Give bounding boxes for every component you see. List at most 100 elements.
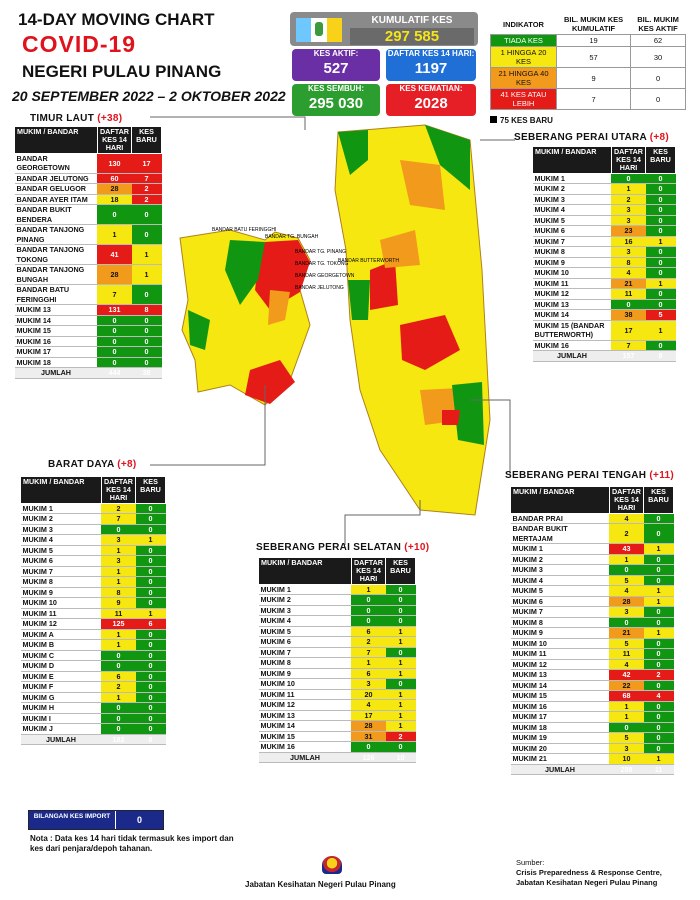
- table-row: BANDAR JELUTONG 60 7: [14, 173, 162, 185]
- daftar-cell: 28: [609, 596, 644, 608]
- table-row: MUKIM 6 28 1: [510, 596, 674, 608]
- total-value: 38: [131, 367, 162, 379]
- baru-cell: 0: [131, 284, 162, 306]
- baru-cell: 0: [643, 680, 674, 692]
- row-label: BANDAR AYER ITAM: [14, 194, 98, 206]
- table-header-row: MUKIM / BANDAR DAFTAR KES 14 HARI KES BARU: [258, 557, 416, 585]
- baru-cell: 0: [645, 215, 676, 227]
- legend-cell-b: 0: [630, 88, 686, 110]
- baru-cell: 0: [643, 659, 674, 671]
- baru-cell: 0: [643, 554, 674, 566]
- row-label: BANDAR GEORGETOWN: [14, 153, 98, 174]
- baru-cell: 2: [385, 731, 416, 743]
- legend-row: 1 HINGGA 20 KES 57 30: [490, 46, 686, 68]
- daftar-cell: 0: [97, 357, 132, 369]
- table-header-cell: KES BARU: [385, 557, 416, 585]
- baru-cell: 0: [135, 692, 166, 704]
- table-row: MUKIM 13 42 2: [510, 669, 674, 681]
- table-row: MUKIM 10 4 0: [532, 267, 676, 279]
- daftar-cell: 0: [611, 173, 646, 185]
- daftar-cell: 0: [101, 723, 136, 735]
- baru-cell: 1: [135, 534, 166, 546]
- row-label: MUKIM 14: [14, 315, 98, 327]
- legend-cell-label: TIADA KES: [490, 34, 557, 47]
- daftar-cell: 1: [101, 545, 136, 557]
- table-header-cell: DAFTAR KES 14 HARI: [610, 146, 647, 174]
- row-label: MUKIM 1: [258, 584, 352, 596]
- row-label: MUKIM 13: [14, 304, 98, 316]
- aktif-value: 527: [323, 60, 349, 77]
- daftar-cell: 28: [97, 183, 132, 195]
- table-header-cell: MUKIM / BANDAR: [20, 476, 102, 504]
- table-row: MUKIM 21 10 1: [510, 753, 674, 765]
- daftar-cell: 9: [101, 597, 136, 609]
- baru-cell: 0: [131, 336, 162, 348]
- daftar-cell: 0: [609, 722, 644, 734]
- table-row: MUKIM 16 1 0: [510, 701, 674, 713]
- total-value: 10: [385, 752, 416, 764]
- barat-daya-title: BARAT DAYA: [48, 459, 115, 470]
- daftar-cell: 28: [351, 720, 386, 732]
- baru-cell: 0: [135, 576, 166, 588]
- row-label: MUKIM 9: [20, 587, 102, 599]
- baru-cell: 1: [131, 264, 162, 286]
- daftar-cell: 1: [97, 224, 132, 246]
- daftar-cell: 21: [611, 278, 646, 290]
- daftar-cell: 1: [611, 183, 646, 195]
- daftar-cell: 3: [609, 743, 644, 755]
- baru-cell: 1: [643, 596, 674, 608]
- baru-cell: 0: [643, 606, 674, 618]
- table-row: MUKIM 12 4 0: [510, 659, 674, 671]
- row-label: MUKIM 12: [258, 699, 352, 711]
- baru-cell: 0: [131, 224, 162, 246]
- header-covid: COVID-19: [22, 31, 137, 57]
- row-label: MUKIM 12: [532, 288, 612, 300]
- baru-cell: 1: [645, 278, 676, 290]
- table-header-cell: MUKIM / BANDAR: [14, 126, 98, 154]
- total-value: 8: [135, 734, 166, 746]
- table-row: BANDAR GEORGETOWN 130 17: [14, 153, 162, 174]
- baru-cell: 0: [135, 513, 166, 525]
- table-total-row: JUMLAH 444 38: [14, 367, 162, 379]
- import-box: BILANGAN KES IMPORT 0: [28, 810, 164, 830]
- row-label: MUKIM 3: [510, 564, 610, 576]
- table-row: MUKIM 20 3 0: [510, 743, 674, 755]
- row-label: MUKIM D: [20, 660, 102, 672]
- daftar-cell: 11: [101, 608, 136, 620]
- baru-cell: 0: [645, 288, 676, 300]
- daftar-cell: 1: [101, 639, 136, 651]
- daftar-cell: 10: [609, 753, 644, 765]
- table-row: MUKIM 11 21 1: [532, 278, 676, 290]
- total-label: JUMLAH: [20, 734, 102, 746]
- baru-cell: 0: [385, 605, 416, 617]
- daftar-cell: 125: [101, 618, 136, 630]
- sembuh-value: 295 030: [308, 95, 364, 112]
- baru-cell: 0: [135, 566, 166, 578]
- total-value: 126: [351, 752, 386, 764]
- baru-cell: 0: [643, 722, 674, 734]
- footer-agency: Jabatan Kesihatan Negeri Pulau Pinang: [245, 880, 396, 889]
- daftar-cell: 2: [611, 194, 646, 206]
- table-sps: MUKIM / BANDAR DAFTAR KES 14 HARI KES BARU…: [258, 557, 416, 764]
- daftar-cell: 0: [101, 713, 136, 725]
- baru-cell: 0: [135, 702, 166, 714]
- mainland-green-w: [348, 280, 370, 320]
- daftar-cell: 4: [609, 659, 644, 671]
- table-header-cell: KES BARU: [131, 126, 162, 154]
- daftar-cell: 23: [611, 225, 646, 237]
- baru-cell: 0: [645, 225, 676, 237]
- row-label: MUKIM 2: [532, 183, 612, 195]
- baru-cell: 0: [645, 299, 676, 311]
- baru-cell: 0: [135, 597, 166, 609]
- legend-row: 21 HINGGA 40 KES 9 0: [490, 67, 686, 89]
- table-row: MUKIM 14 28 1: [258, 720, 416, 732]
